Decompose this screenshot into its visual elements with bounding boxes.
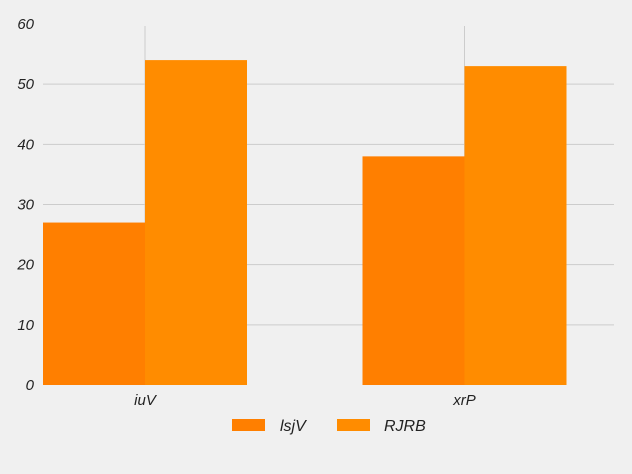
y-tick-label: 50 (17, 76, 34, 93)
bar-lsjV-iuV (43, 222, 145, 385)
bar-RJRB-iuV (145, 60, 247, 385)
x-axis-categories: iuV xrP (134, 392, 476, 409)
y-tick-label: 30 (17, 197, 34, 214)
x-category-label: iuV (134, 392, 158, 409)
y-axis-ticks: 0 10 20 30 40 50 60 (16, 16, 34, 394)
x-category-label: xrP (452, 392, 476, 409)
bar-RJRB-xrP (464, 66, 567, 385)
y-tick-label: 0 (26, 377, 35, 394)
legend: lsjV RJRB (232, 418, 426, 435)
bar-lsjV-xrP (362, 156, 465, 385)
y-tick-label: 60 (17, 16, 34, 33)
legend-label-RJRB: RJRB (384, 418, 426, 435)
y-tick-label: 40 (17, 136, 34, 153)
legend-label-lsjV: lsjV (280, 418, 307, 435)
y-tick-label: 20 (16, 257, 34, 274)
y-tick-label: 10 (17, 317, 34, 334)
bars (43, 60, 567, 385)
legend-swatch-lsjV (232, 419, 265, 431)
legend-swatch-RJRB (337, 419, 370, 431)
